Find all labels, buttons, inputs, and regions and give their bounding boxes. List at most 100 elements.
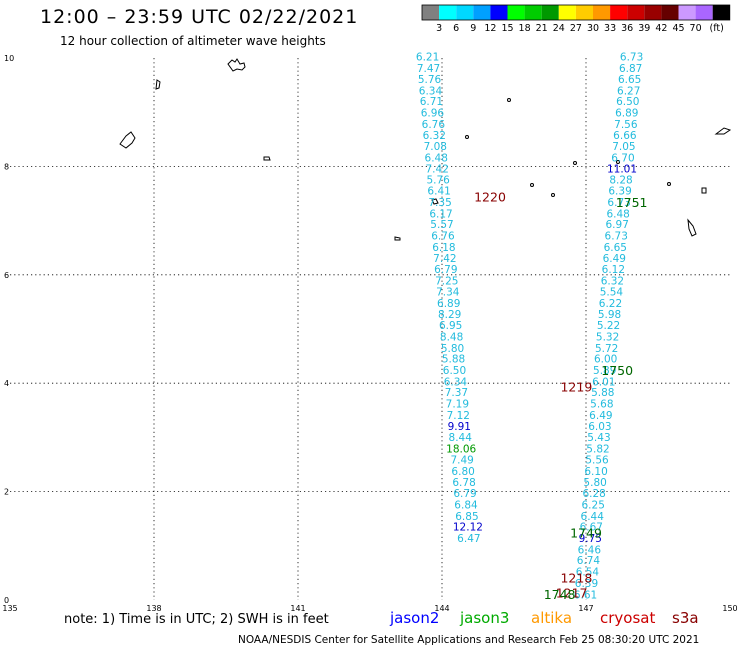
coastline-shape (227, 58, 246, 72)
data-value-label: 5.82 (586, 444, 609, 456)
coastline-shape (155, 79, 161, 90)
data-value-label: 12.12 (453, 522, 483, 534)
data-value-label: 6.89 (615, 108, 638, 120)
credit-line: NOAA/NESDIS Center for Satellite Applica… (238, 634, 700, 646)
data-value-label: 6.76 (422, 119, 446, 131)
data-value-label: 6.48 (606, 208, 629, 220)
data-value-label: 6.48 (425, 153, 448, 165)
coastline-shape (431, 198, 439, 205)
colorbar-swatch (507, 5, 525, 20)
data-value-label: 6.67 (580, 522, 603, 534)
x-tick-label: 147 (578, 604, 593, 613)
colorbar-swatch (490, 5, 508, 20)
satellite-legend-altika: altika (531, 609, 573, 627)
colorbar-swatch (439, 5, 457, 20)
satellite-legend-jason3: jason3 (460, 609, 510, 627)
y-tick-label: 10 (4, 54, 14, 63)
data-value-label: 5.54 (600, 286, 624, 298)
data-value-label: 6.32 (423, 130, 446, 142)
colorbar-label: 6 (453, 23, 459, 34)
x-tick-label: 135 (2, 604, 17, 613)
data-value-label: 7.08 (424, 141, 447, 153)
data-value-label: 6.89 (437, 298, 460, 310)
data-value-label: 6.80 (451, 466, 474, 478)
data-value-label: 6.54 (576, 567, 600, 579)
coastline-shape (119, 131, 136, 149)
data-value-label: 6.50 (616, 96, 639, 108)
data-value-label: 6.73 (605, 231, 628, 243)
data-value-label: 6.49 (603, 253, 626, 265)
colorbar-swatch (644, 5, 662, 20)
satellite-legend-jason2: jason2 (390, 609, 440, 627)
page-title: 12:00 – 23:59 UTC 02/22/2021 (40, 6, 359, 28)
colorbar-label: 42 (655, 23, 667, 34)
footnote: note: 1) Time is in UTC; 2) SWH is in fe… (64, 612, 329, 627)
data-value-label: 8.29 (438, 309, 461, 321)
colorbar-swatch (558, 5, 576, 20)
colorbar-swatch (473, 5, 491, 20)
data-value-label: 6.41 (427, 186, 450, 198)
data-value-label: 5.88 (591, 387, 614, 399)
data-value-label: 8.48 (440, 331, 463, 343)
colorbar-swatch (712, 5, 730, 20)
data-value-label: 6.66 (613, 130, 637, 142)
data-value-label: 5.57 (430, 219, 453, 231)
data-value-label: 6.87 (619, 63, 642, 75)
colorbar-swatch (422, 5, 440, 20)
y-tick-label: 0 (4, 596, 9, 605)
data-value-label: 6.46 (578, 544, 602, 556)
colorbar-label: 33 (604, 23, 616, 34)
time-label: 1749 (570, 526, 602, 541)
satellite-legend-s3a: s3a (672, 609, 699, 627)
island-dot (507, 98, 511, 102)
data-value-label: 6.47 (457, 533, 480, 545)
data-value-label: 7.37 (445, 387, 468, 399)
island-dot (530, 183, 534, 187)
data-value-label: 6.22 (599, 298, 622, 310)
data-value-label: 6.34 (444, 376, 468, 388)
coastline-shape (714, 127, 732, 135)
colorbar-label: 70 (690, 23, 702, 34)
data-value-label: 7.34 (436, 286, 460, 298)
data-value-label: 6.61 (574, 589, 597, 601)
data-value-label: 7.19 (446, 399, 469, 411)
y-tick-label: 6 (4, 271, 9, 280)
data-value-label: 7.49 (450, 454, 473, 466)
colorbar-label: 30 (587, 23, 599, 34)
colorbar-label: 18 (519, 23, 531, 34)
data-value-label: 7.05 (612, 141, 635, 153)
coastline-shape (394, 236, 401, 241)
data-value-label: 5.43 (587, 432, 610, 444)
data-value-label: 5.32 (596, 331, 619, 343)
data-value-label: 5.98 (598, 309, 621, 321)
data-value-label: 6.73 (607, 197, 630, 209)
time-label: 1750 (601, 363, 633, 378)
coastline-shape (263, 156, 271, 161)
data-value-label: 5.88 (442, 354, 465, 366)
colorbar-swatch (541, 5, 559, 20)
data-value-label: 6.49 (589, 410, 612, 422)
colorbar: 3 6 9 12 15 18 21 24 27 30 33 36 39 42 45 70 (ft) (421, 4, 731, 34)
data-value-label: 7.25 (435, 276, 458, 288)
data-value-label: 18.06 (446, 444, 476, 456)
data-value-label: 8.28 (609, 175, 632, 187)
satellite-legend-cryosat: cryosat (600, 609, 656, 627)
time-label: 1218 (560, 571, 592, 586)
x-tick-label: 141 (290, 604, 305, 613)
island-dot (551, 193, 555, 197)
data-value-label: 7.47 (417, 63, 440, 75)
colorbar-label: 36 (621, 23, 633, 34)
data-value-label: 5.22 (597, 320, 620, 332)
colorbar-swatch (627, 5, 645, 20)
data-value-label: 6.65 (618, 74, 641, 86)
colorbar-label: 12 (484, 23, 496, 34)
data-value-label: 6.79 (453, 488, 476, 500)
colorbar-label: 15 (501, 23, 513, 34)
colorbar-unit: (ft) (710, 23, 724, 34)
y-tick-label: 2 (4, 488, 9, 497)
data-value-label: 6.01 (592, 376, 615, 388)
y-tick-label: 8 (4, 162, 9, 171)
data-value-label: 8.44 (449, 432, 473, 444)
colorbar-swatch (678, 5, 696, 20)
